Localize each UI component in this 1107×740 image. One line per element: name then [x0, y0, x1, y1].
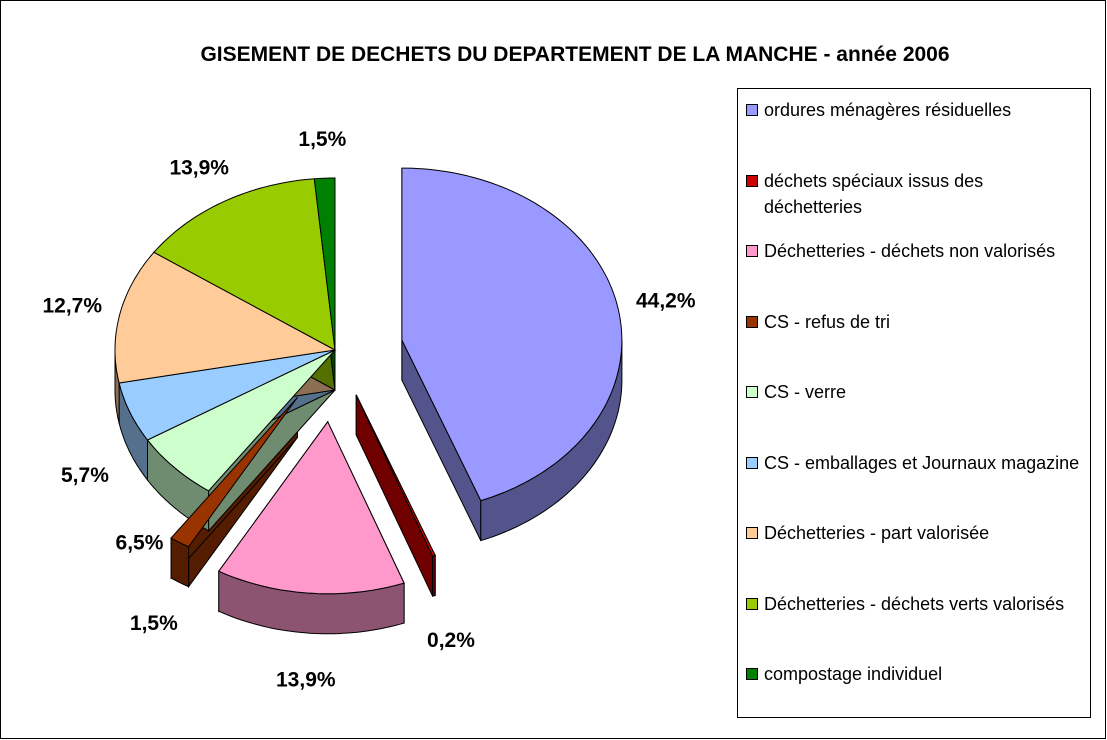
legend-label: Déchetteries - part valorisée	[764, 523, 990, 543]
legend-entry: Déchetteries - déchets non valorisés	[746, 238, 1086, 264]
legend-swatch	[746, 386, 758, 398]
legend-entry: ordures ménagères résiduelles	[746, 97, 1086, 123]
legend-label: Déchetteries - déchets verts valorisés	[764, 593, 1065, 614]
slice	[170, 396, 298, 548]
legend-entry: compostage individuel	[746, 661, 1086, 687]
legend-swatch	[746, 456, 758, 469]
data-label: 12,7%	[42, 295, 102, 318]
slice	[146, 349, 336, 492]
legend-label: ordures ménagères résiduelles	[764, 100, 1012, 120]
data-label: 1,5%	[130, 612, 178, 635]
legend: ordures ménagères résiduelles déchets spé…	[737, 88, 1091, 718]
legend-entry: Déchetteries - part valorisée	[746, 520, 1086, 546]
legend-swatch	[746, 174, 758, 187]
data-label: 13,9%	[276, 668, 336, 691]
legend-swatch	[746, 104, 758, 116]
data-label: 6,5%	[116, 531, 164, 554]
slice	[218, 420, 405, 595]
legend-swatch	[746, 315, 758, 328]
legend-label: Déchetteries - déchets non valorisés	[764, 241, 1056, 261]
legend-label: CS - refus de tri	[764, 311, 891, 332]
slice	[355, 394, 436, 557]
data-label: 0,2%	[427, 629, 475, 652]
data-label: 5,7%	[61, 464, 109, 487]
legend-entry: CS - emballages et Journaux magazine	[746, 450, 1086, 476]
slice	[153, 178, 336, 351]
legend-label: CS - verre	[764, 382, 847, 402]
legend-label: compostage individuel	[764, 664, 943, 684]
data-label: 13,9%	[169, 157, 229, 180]
slice	[118, 349, 336, 441]
data-label: 44,2%	[636, 289, 696, 312]
slice	[401, 167, 623, 502]
slice-side	[432, 554, 436, 597]
legend-swatch	[746, 597, 758, 610]
legend-swatch	[746, 245, 758, 257]
legend-entry: CS - verre	[746, 379, 1086, 405]
legend-swatch	[746, 668, 758, 680]
legend-entry: Déchetteries - déchets verts valorisés	[746, 591, 1086, 617]
slice	[114, 251, 337, 384]
slice	[313, 177, 336, 351]
chart-title: GISEMENT DE DECHETS DU DEPARTEMENT DE LA…	[200, 43, 950, 66]
legend-swatch	[746, 527, 758, 539]
legend-entry: déchets spéciaux issus des déchetteries	[746, 168, 1086, 220]
legend-entry: CS - refus de tri	[746, 309, 1086, 335]
legend-label: déchets spéciaux issus des déchetteries	[764, 170, 984, 217]
data-label: 1,5%	[298, 128, 346, 151]
legend-label: CS - emballages et Journaux magazine	[764, 452, 1080, 473]
